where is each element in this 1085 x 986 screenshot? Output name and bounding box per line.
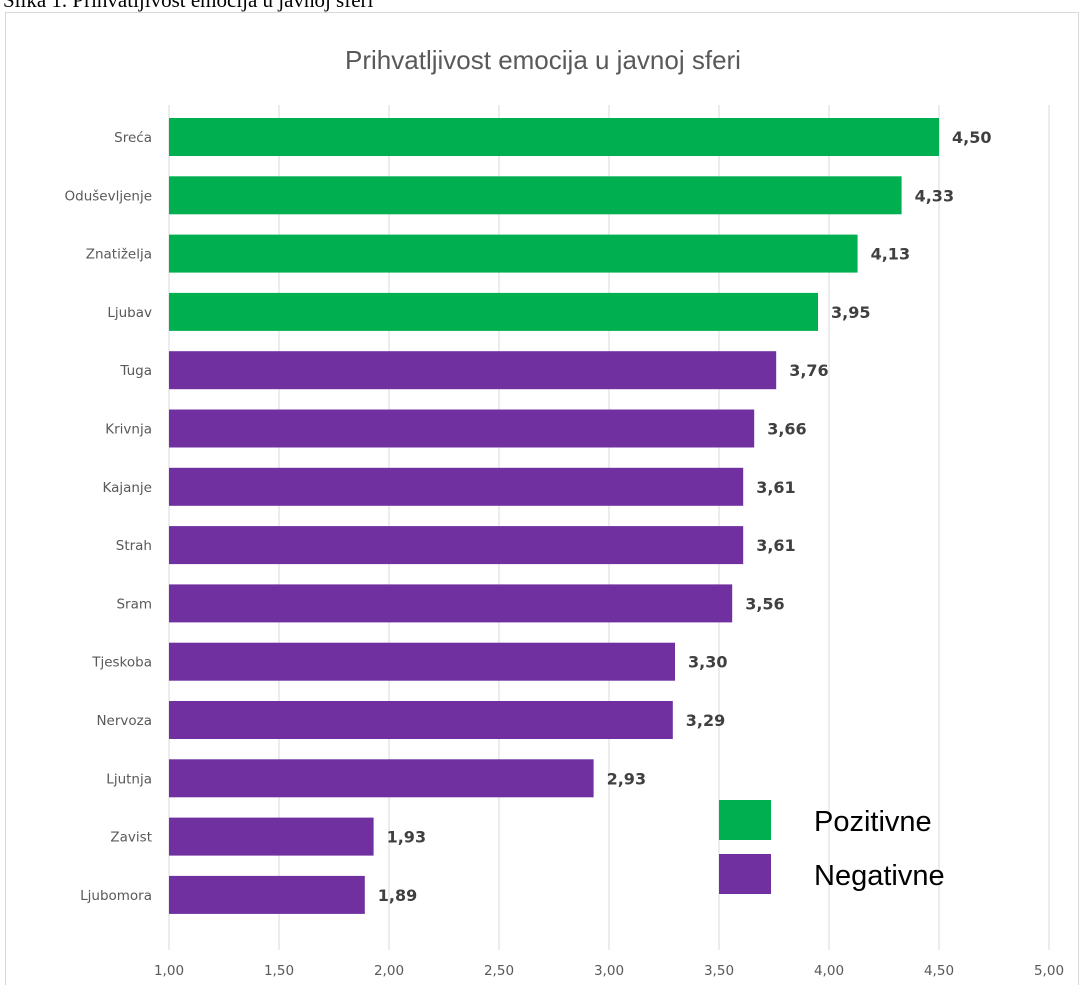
category-label: Oduševljenje (65, 188, 153, 204)
category-label: Tjeskoba (91, 655, 152, 671)
category-label: Kajanje (102, 480, 152, 496)
data-label: 3,61 (756, 478, 795, 497)
legend-swatch (719, 800, 771, 840)
category-label: Nervoza (96, 713, 152, 729)
category-label: Ljubav (107, 305, 152, 321)
data-label: 4,13 (871, 245, 910, 264)
data-label: 4,50 (952, 128, 991, 147)
category-label: Sram (116, 596, 152, 612)
bar (169, 351, 777, 390)
category-label: Ljutnja (106, 771, 152, 787)
bar (169, 759, 594, 798)
category-labels: Sreća Oduševljenje Znatiželja Ljubav Tuga Kri… (65, 130, 153, 904)
legend-swatch (719, 854, 771, 894)
x-tick-label: 2,00 (374, 963, 404, 979)
x-tick-label: 3,50 (704, 963, 734, 979)
data-label: 3,66 (767, 420, 806, 439)
category-label: Strah (116, 538, 152, 554)
chart-frame: Prihvatljivost emocija u javnoj sferi Sr… (5, 12, 1079, 985)
data-label: 4,33 (915, 186, 954, 205)
category-label: Tuga (119, 363, 152, 379)
legend: Pozitivne Negativne (719, 800, 945, 894)
data-label: 2,93 (607, 769, 646, 788)
x-tick-label: 1,50 (264, 963, 294, 979)
bar (169, 584, 733, 623)
x-tick-label: 2,50 (484, 963, 514, 979)
x-tick-label: 4,50 (924, 963, 954, 979)
figure-caption: Slika 1. Prihvatljivost emocija u javnoj… (3, 0, 374, 12)
value-labels: 4,50 4,33 4,13 3,95 3,76 3,66 3,61 3,61 3,56 3,30… (378, 128, 992, 905)
bars (169, 118, 939, 914)
x-tick-label: 3,00 (594, 963, 624, 979)
x-tick-label: 5,00 (1034, 963, 1064, 979)
bar (169, 526, 744, 565)
legend-label: Pozitivne (814, 806, 932, 838)
bar (169, 118, 939, 156)
data-label: 3,61 (756, 536, 795, 555)
category-label: Krivnja (105, 422, 152, 438)
data-label: 3,95 (831, 303, 870, 322)
bar (169, 409, 755, 448)
data-label: 1,93 (387, 828, 426, 847)
bar (169, 176, 902, 215)
bar (169, 642, 675, 681)
data-label: 1,89 (378, 886, 417, 905)
bar (169, 234, 858, 273)
bar (169, 467, 744, 506)
bar (169, 817, 374, 856)
category-label: Sreća (114, 130, 152, 146)
chart-title: Prihvatljivost emocija u javnoj sferi (345, 45, 741, 75)
category-label: Znatiželja (86, 247, 152, 263)
bar (169, 701, 673, 739)
category-label: Zavist (110, 830, 152, 846)
bar (169, 875, 365, 914)
bar-chart: Prihvatljivost emocija u javnoj sferi Sr… (65, 45, 1065, 979)
category-label: Ljubomora (80, 888, 152, 904)
x-tick-label: 1,00 (154, 963, 184, 979)
x-axis-ticks: 1,00 1,50 2,00 2,50 3,00 3,50 4,00 4,50 5,00 (154, 963, 1064, 979)
data-label: 3,56 (745, 594, 784, 613)
data-label: 3,76 (789, 361, 828, 380)
bar (169, 292, 818, 331)
x-tick-label: 4,00 (814, 963, 844, 979)
data-label: 3,30 (688, 653, 727, 672)
legend-label: Negativne (814, 860, 945, 892)
data-label: 3,29 (686, 711, 725, 730)
